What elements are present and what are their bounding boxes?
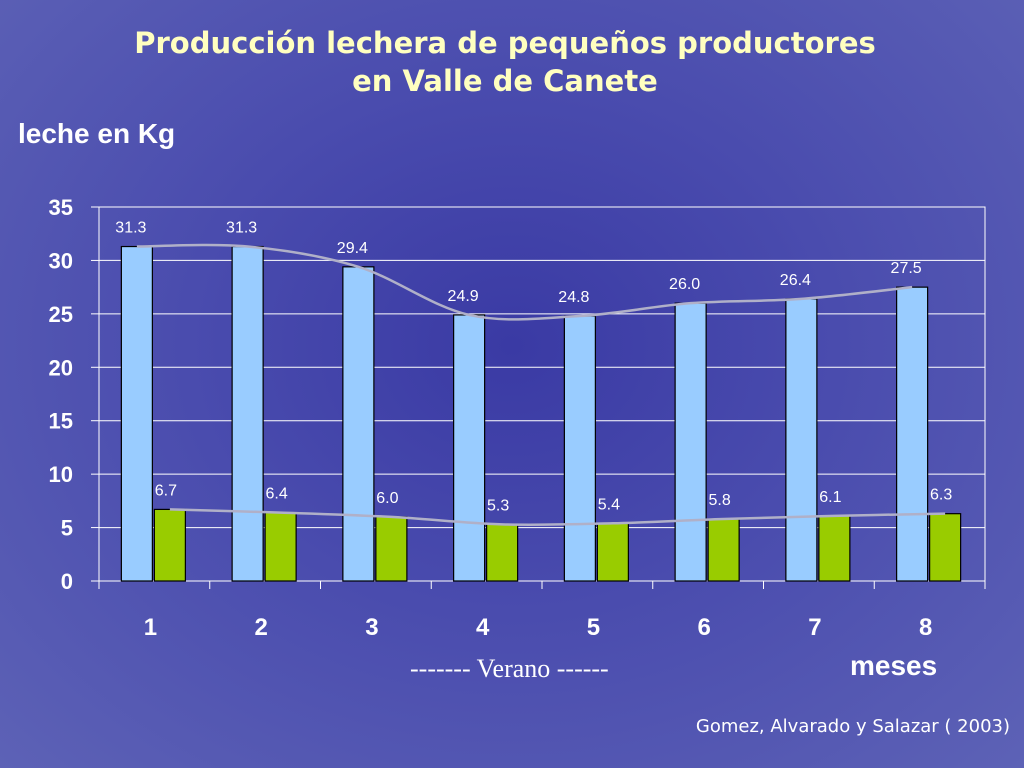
data-label: 6.0 (376, 490, 398, 507)
x-tick-label: 2 (254, 614, 267, 641)
x-tick-label: 5 (587, 614, 600, 641)
data-label: 24.8 (558, 289, 589, 306)
bar-series-2 (486, 523, 519, 582)
chart-title-line-2: en Valle de Canete (352, 64, 658, 98)
data-label: 31.3 (226, 220, 257, 237)
chart-title: Producción lechera de pequeños productor… (0, 24, 1010, 100)
data-label: 6.1 (819, 489, 841, 506)
x-tick-label: 6 (697, 614, 710, 641)
bar-series-1 (785, 298, 818, 582)
season-annotation: ------- Verano ------ (410, 654, 609, 683)
x-tick-label: 4 (476, 614, 490, 641)
y-tick-label: 0 (61, 569, 73, 594)
x-tick-label: 3 (365, 614, 378, 641)
data-label: 29.4 (337, 240, 368, 257)
data-label: 27.5 (891, 260, 922, 277)
bar-series-1 (231, 245, 264, 582)
bar-series-2 (153, 508, 186, 582)
data-label: 6.3 (930, 487, 952, 504)
trend-line-series-2 (169, 508, 946, 527)
bar-series-1 (674, 302, 707, 582)
x-tick-label: 8 (919, 614, 932, 641)
data-label: 5.4 (598, 496, 620, 513)
y-tick-label: 20 (49, 355, 73, 380)
y-axis-label: leche en Kg (18, 118, 176, 149)
data-label: 6.7 (155, 482, 177, 499)
bar-series-1 (453, 314, 486, 582)
data-label: 26.0 (669, 276, 700, 293)
y-tick-label: 10 (49, 462, 73, 487)
bar-series-2 (596, 522, 629, 582)
bar-series-2 (929, 513, 962, 582)
bar-series-2 (375, 516, 408, 582)
bar-series-2 (707, 518, 740, 582)
bar-series-1 (563, 315, 596, 582)
x-tick-label: 7 (808, 614, 821, 641)
data-label: 5.3 (487, 497, 509, 514)
data-label: 24.9 (448, 288, 479, 305)
bar-series-2 (264, 512, 297, 582)
y-tick-label: 5 (61, 516, 73, 541)
x-tick-label: 1 (144, 614, 157, 641)
bar-series-1 (120, 245, 153, 582)
data-label: 31.3 (115, 220, 146, 237)
y-tick-label: 15 (49, 409, 73, 434)
data-label: 5.8 (709, 492, 731, 509)
data-label: 26.4 (780, 272, 811, 289)
trend-line-series-1 (136, 243, 913, 321)
x-axis-label: meses (850, 650, 938, 681)
chart-title-line-1: Producción lechera de pequeños productor… (134, 26, 876, 60)
source-citation: Gomez, Alvarado y Salazar ( 2003) (695, 716, 1010, 737)
bar-series-1 (342, 266, 375, 582)
data-label: 6.4 (266, 486, 288, 503)
y-tick-label: 25 (49, 302, 73, 327)
y-tick-label: 30 (49, 248, 73, 273)
bar-series-1 (896, 286, 929, 582)
y-tick-label: 35 (49, 195, 73, 220)
bar-series-2 (818, 515, 851, 582)
